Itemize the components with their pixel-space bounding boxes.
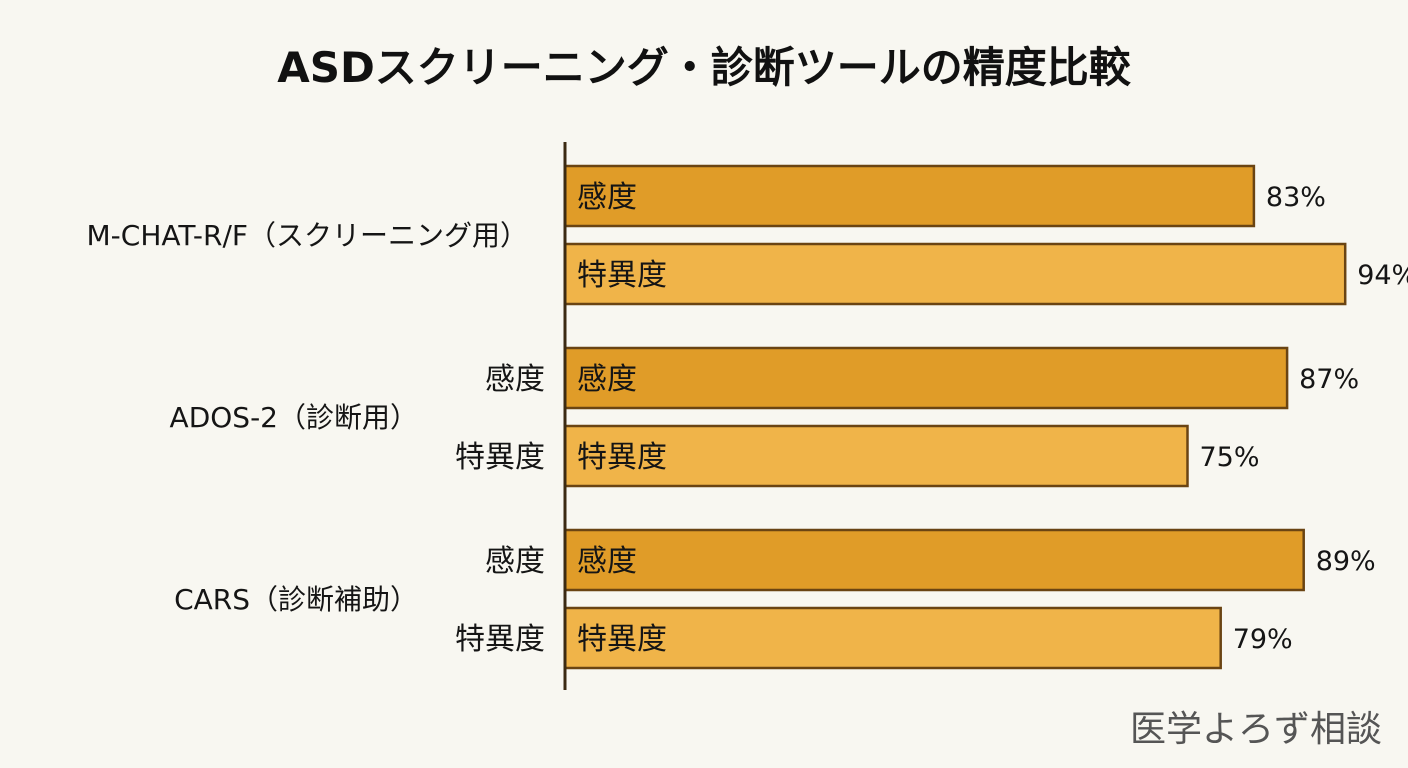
- bar-0-0: [563, 164, 1256, 228]
- bar-inner-label-1-0: 感度: [577, 362, 637, 397]
- group-label-0: M-CHAT-R/F（スクリーニング用）: [87, 219, 528, 252]
- sub-tick-label-2-1: 特異度: [455, 622, 545, 657]
- bar-inner-label-1-1: 特異度: [577, 440, 667, 475]
- bar-inner-label-2-1: 特異度: [577, 622, 667, 657]
- bar-1-1: [563, 424, 1189, 488]
- value-label-0-1: 94%: [1357, 260, 1408, 291]
- bar-2-0: [563, 528, 1305, 592]
- watermark: 医学よろず相談: [1129, 709, 1382, 750]
- value-label-2-0: 89%: [1316, 546, 1376, 577]
- bar-inner-label-2-0: 感度: [577, 544, 637, 579]
- value-label-2-1: 79%: [1233, 624, 1293, 655]
- sub-tick-label-1-0: 感度: [485, 362, 545, 397]
- chart-title: ASDスクリーニング・診断ツールの精度比較: [277, 43, 1131, 92]
- value-label-1-0: 87%: [1299, 364, 1359, 395]
- bar-0-1: [563, 242, 1347, 306]
- group-label-1: ADOS-2（診断用）: [170, 401, 418, 434]
- value-label-1-1: 75%: [1200, 442, 1260, 473]
- value-label-0-0: 83%: [1266, 182, 1326, 213]
- bar-2-1: [563, 606, 1222, 670]
- sub-tick-label-2-0: 感度: [485, 544, 545, 579]
- group-labels: M-CHAT-R/F（スクリーニング用） ADOS-2（診断用） CARS（診断補助…: [87, 219, 528, 616]
- sub-tick-label-1-1: 特異度: [455, 440, 545, 475]
- bar-inner-label-0-1: 特異度: [577, 258, 667, 293]
- bar-1-0: [563, 346, 1289, 410]
- value-labels: 83% 94% 87% 75% 89% 79%: [1200, 182, 1408, 655]
- bar-inner-label-0-0: 感度: [577, 180, 637, 215]
- group-label-2: CARS（診断補助）: [174, 583, 418, 616]
